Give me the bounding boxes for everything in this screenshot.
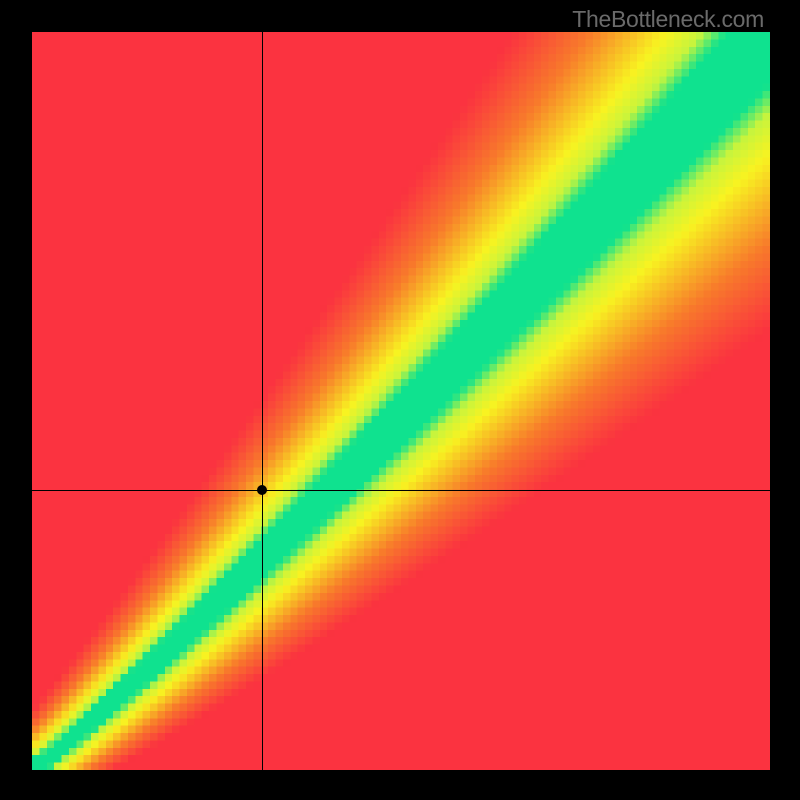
heatmap-canvas — [32, 32, 770, 770]
crosshair-vertical — [262, 32, 263, 770]
data-point-marker — [257, 485, 267, 495]
heatmap-plot — [32, 32, 770, 770]
watermark-text: TheBottleneck.com — [572, 6, 764, 33]
crosshair-horizontal — [32, 490, 770, 491]
